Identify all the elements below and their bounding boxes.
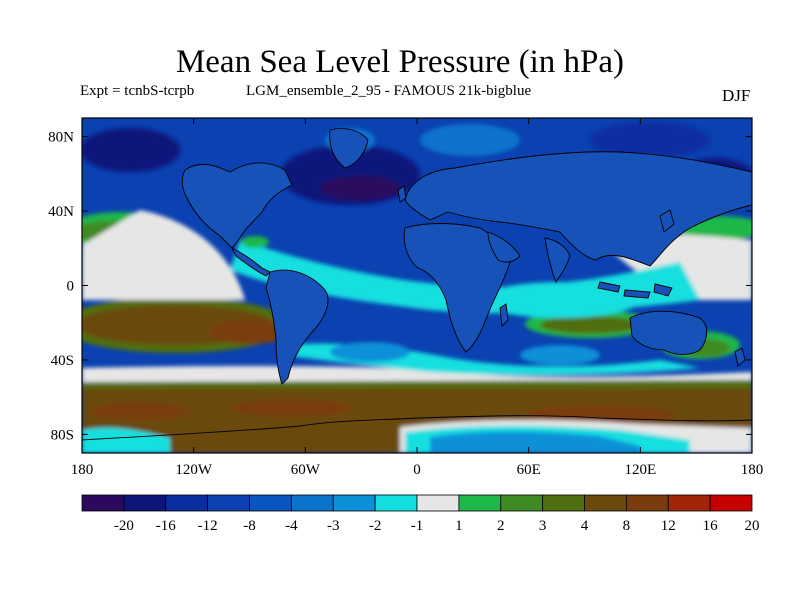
colorbar-label: 12 [661,518,676,534]
longitude-axis: 180 120W 60W 0 60E 120E 180 [71,118,764,478]
colorbar-label: -3 [327,518,340,534]
colorbar-swatch [290,494,334,512]
colorbar-swatch [81,494,125,512]
colorbar-swatch [625,494,669,512]
british-isles [397,185,407,203]
lat-tick-label: 40N [48,204,74,220]
lon-tick-label: 60W [291,462,321,478]
south-america [265,269,329,385]
colorbar-label: -16 [156,518,176,534]
colorbar: -20 -16 -12 -8 -4 -3 -2 -1 1 2 3 4 8 12 16 20 [81,494,760,534]
lon-tick-label: 180 [741,462,764,478]
colorbar-label: -12 [198,518,218,534]
japan [659,209,675,233]
madagascar [499,303,509,327]
lat-tick-label: 80N [48,130,74,146]
north-america [181,162,293,249]
map-title: Mean Sea Level Pressure (in hPa) [175,44,625,80]
lat-tick-label: 40S [51,353,74,369]
run-label: LGM_ensemble_2_95 - FAMOUS 21k-bigblue [246,83,532,99]
lon-tick-label: 60E [517,462,541,478]
colorbar-label: -2 [369,518,382,534]
colorbar-label: -8 [243,518,256,534]
colorbar-swatch [667,494,711,512]
colorbar-label: 8 [623,518,631,534]
colorbar-swatch [709,494,753,512]
lon-tick-label: 0 [413,462,421,478]
pressure-field [82,118,752,453]
colorbar-swatch [123,494,167,512]
colorbar-swatch [207,494,250,512]
latitude-axis: 80N 40N 0 40S 80S [48,130,752,443]
eurasia [404,151,752,267]
colorbar-swatch [416,494,460,512]
lon-tick-label: 120E [624,462,656,478]
colorbar-label: 16 [703,518,719,534]
colorbar-swatch [165,494,209,512]
colorbar-swatch [584,494,627,512]
central-america [230,246,271,277]
experiment-label: Expt = tcnbS-tcrpb [80,83,195,99]
colorbar-swatch [249,494,292,512]
lat-tick-label: 0 [67,279,75,295]
colorbar-label: 3 [539,518,547,534]
lat-tick-label: 80S [51,427,74,443]
colorbar-label: -1 [411,518,424,534]
colorbar-swatch [542,494,585,512]
colorbar-label: 20 [745,518,760,534]
colorbar-swatch [500,494,544,512]
continents [82,128,752,441]
colorbar-label: 1 [455,518,463,534]
arabia [487,231,521,263]
colorbar-label: -4 [285,518,298,534]
lon-tick-label: 180 [71,462,94,478]
greenland [329,128,369,169]
africa [403,223,511,353]
colorbar-label: -20 [114,518,134,534]
antarctica-coast [82,415,752,441]
colorbar-label: 4 [581,518,589,534]
season-label: DJF [722,86,751,105]
indonesia [597,281,673,299]
australia [629,310,708,355]
colorbar-swatch [458,494,502,512]
colorbar-swatch [332,494,376,512]
india [544,237,571,283]
lon-tick-label: 120W [175,462,213,478]
colorbar-swatch [374,494,418,512]
colorbar-label: 2 [497,518,505,534]
new-zealand [734,347,746,367]
